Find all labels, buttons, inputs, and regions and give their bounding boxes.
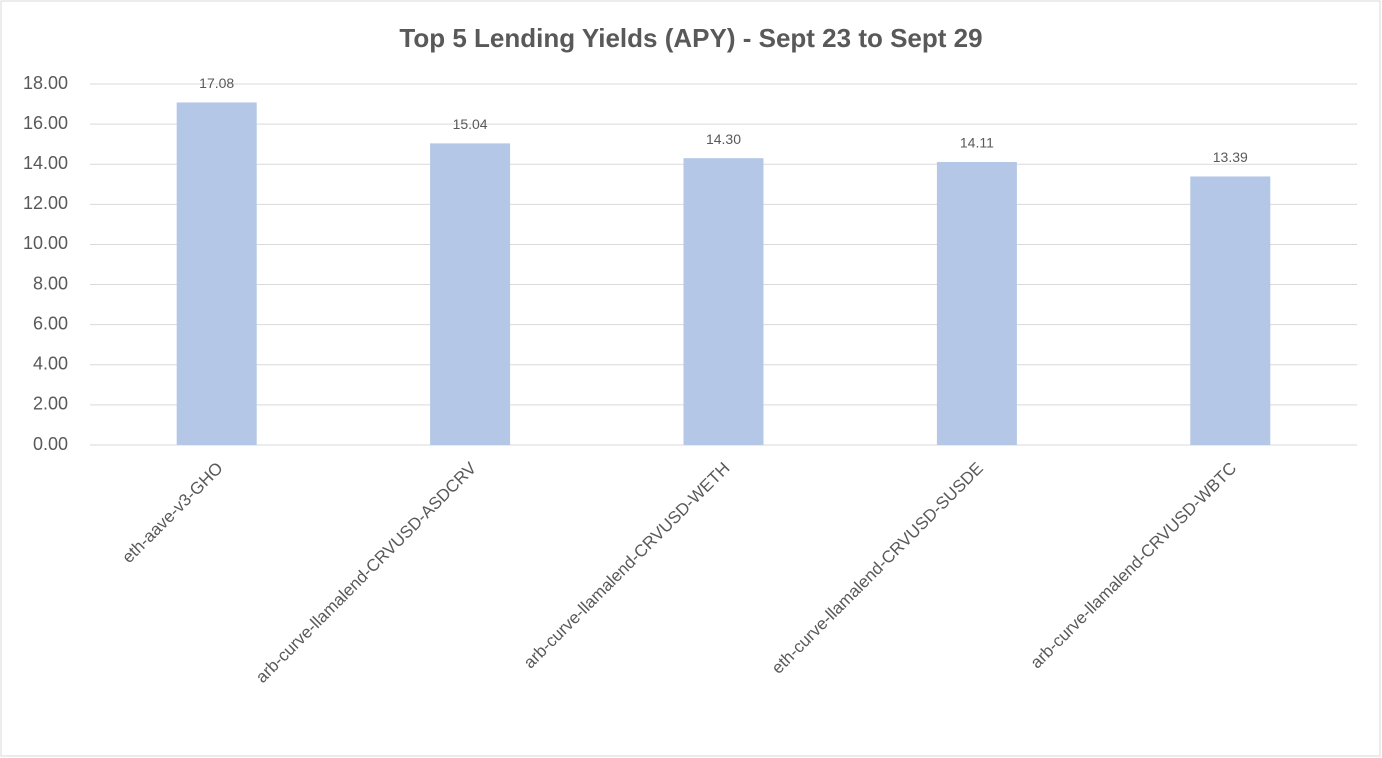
y-tick-label: 14.00: [23, 153, 68, 173]
data-label: 15.04: [453, 116, 488, 132]
y-tick-label: 16.00: [23, 113, 68, 133]
bar: [1190, 176, 1271, 445]
y-tick-label: 12.00: [23, 193, 68, 213]
data-label: 14.30: [706, 131, 741, 147]
bar: [683, 158, 764, 445]
data-label: 14.11: [960, 135, 994, 151]
bar: [430, 143, 511, 445]
bar: [176, 102, 257, 445]
y-tick-label: 6.00: [33, 313, 68, 333]
y-tick-label: 0.00: [33, 434, 68, 454]
y-tick-label: 10.00: [23, 233, 68, 253]
bar: [936, 162, 1017, 445]
data-label: 17.08: [199, 75, 234, 91]
chart-title: Top 5 Lending Yields (APY) - Sept 23 to …: [399, 23, 982, 53]
y-tick-label: 8.00: [33, 273, 68, 293]
y-tick-label: 4.00: [33, 354, 68, 374]
data-label: 13.39: [1213, 149, 1248, 165]
y-tick-label: 18.00: [23, 73, 68, 93]
y-tick-label: 2.00: [33, 394, 68, 414]
